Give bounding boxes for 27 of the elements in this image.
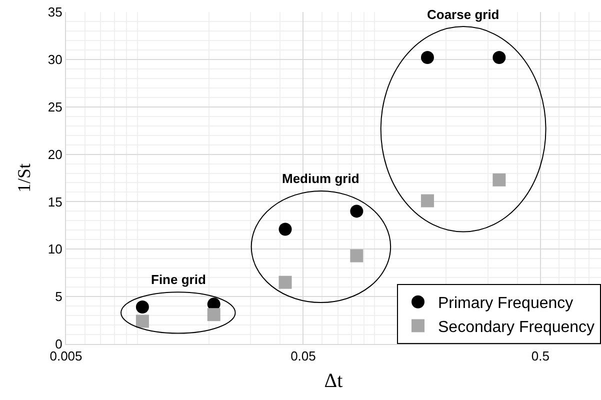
x-axis-title: Δt xyxy=(324,370,344,392)
legend-label: Primary Frequency xyxy=(438,295,574,312)
point xyxy=(420,194,434,208)
x-tick-label: 0.05 xyxy=(290,348,316,364)
point xyxy=(492,173,506,186)
y-tick-label: 20 xyxy=(48,146,62,162)
legend-label: Secondary Frequency xyxy=(438,318,595,336)
y-axis-title: 1/St xyxy=(14,163,34,193)
point xyxy=(136,300,149,314)
y-tick-label: 30 xyxy=(48,52,62,67)
point xyxy=(350,249,364,262)
y-tick-label: 15 xyxy=(48,194,62,210)
y-tick-label: 10 xyxy=(48,242,62,257)
y-tick-label: 35 xyxy=(48,4,62,20)
point xyxy=(420,51,434,64)
annotation: Coarse grid xyxy=(427,7,500,22)
point xyxy=(207,308,220,322)
point xyxy=(350,204,364,218)
point xyxy=(278,276,292,289)
y-tick-label: 5 xyxy=(55,289,62,304)
point xyxy=(278,222,292,236)
annotation: Fine grid xyxy=(151,272,206,287)
point xyxy=(136,314,149,328)
y-tick-label: 25 xyxy=(48,99,62,114)
x-tick-label: 0.5 xyxy=(531,348,550,364)
annotation: Medium grid xyxy=(282,171,360,186)
point xyxy=(492,51,506,64)
